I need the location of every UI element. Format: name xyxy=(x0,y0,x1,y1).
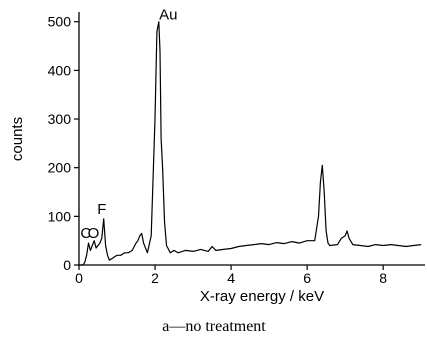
x-tick-label: 6 xyxy=(303,270,311,286)
axes: 0 100 200 300 400 500 0 2 4 6 8 xyxy=(48,12,425,286)
y-tick-label: 100 xyxy=(48,208,72,224)
y-tick-label: 0 xyxy=(63,257,71,273)
peak-label-o: O xyxy=(88,225,100,242)
x-tick-label: 2 xyxy=(151,270,159,286)
x-tick-label: 8 xyxy=(379,270,387,286)
peak-label-f: F xyxy=(97,201,106,218)
x-tick-label: 4 xyxy=(227,270,235,286)
y-tick-label: 200 xyxy=(48,160,72,176)
series-layer xyxy=(79,21,422,266)
x-tick-label: 0 xyxy=(75,270,83,286)
peak-label-au: Au xyxy=(159,6,177,23)
spectrum-line-0 xyxy=(79,21,422,266)
y-axis-label: counts xyxy=(9,117,26,161)
x-axis-label: X-ray energy / keV xyxy=(200,288,324,305)
y-tick-label: 400 xyxy=(48,62,72,78)
peak-label-c: C xyxy=(80,225,91,242)
y-tick-label: 300 xyxy=(48,111,72,127)
figure-caption: a—no treatment xyxy=(162,318,266,335)
annotations: COF Au xyxy=(80,6,177,242)
y-tick-label: 500 xyxy=(48,14,72,30)
